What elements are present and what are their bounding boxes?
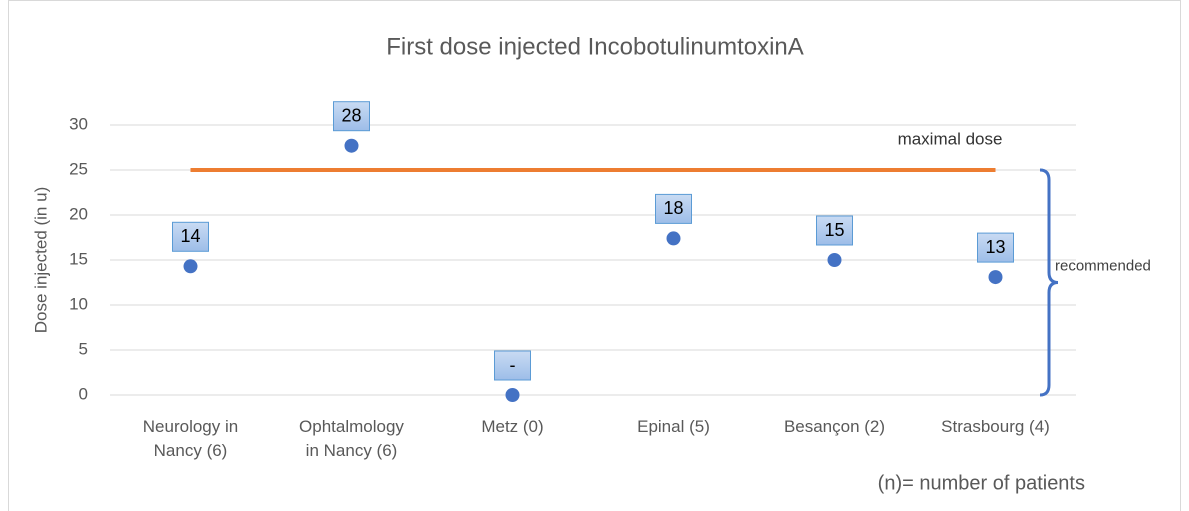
y-tick-label: 0 [79, 384, 88, 403]
point [344, 138, 359, 153]
value-label: - [510, 355, 516, 375]
value-label-box [655, 193, 692, 224]
point [827, 253, 842, 267]
brace-label: recommended [1055, 257, 1151, 274]
brace [1039, 168, 1059, 397]
y-tick-label: 15 [69, 249, 88, 268]
point [666, 231, 681, 246]
y-tick-label: 30 [69, 114, 88, 133]
point [505, 388, 520, 402]
y-tick-label: 5 [79, 339, 88, 358]
x-tick-label: Metz (0) [481, 417, 543, 436]
value-label-box [816, 215, 853, 246]
y-tick-label: 10 [69, 294, 88, 313]
y-tick-label: 25 [69, 159, 88, 178]
value-label: 15 [824, 220, 844, 240]
x-tick-label: Strasbourg (4) [941, 417, 1050, 436]
value-label: 14 [180, 226, 200, 246]
value-label-box [977, 232, 1014, 263]
y-tick-label: 20 [69, 204, 88, 223]
value-label: 18 [663, 198, 683, 218]
point [988, 270, 1003, 285]
value-label-box [494, 350, 531, 381]
point [183, 259, 198, 274]
y-axis-label: Dose injected (in u) [31, 187, 50, 333]
value-label-box [333, 101, 370, 132]
reference-label: maximal dose [898, 129, 1003, 148]
x-tick-label: Besançon (2) [784, 417, 885, 436]
footnote: (n)= number of patients [878, 472, 1085, 494]
x-tick-label: Neurology in Nancy (6) [143, 417, 238, 460]
x-tick-label: Epinal (5) [637, 417, 710, 436]
value-label-box [172, 221, 209, 252]
value-label: 28 [341, 105, 361, 125]
value-label: 13 [985, 237, 1005, 257]
x-tick-label: Ophtalmology in Nancy (6) [299, 417, 404, 460]
chart-title: First dose injected IncobotulinumtoxinA [386, 33, 804, 60]
